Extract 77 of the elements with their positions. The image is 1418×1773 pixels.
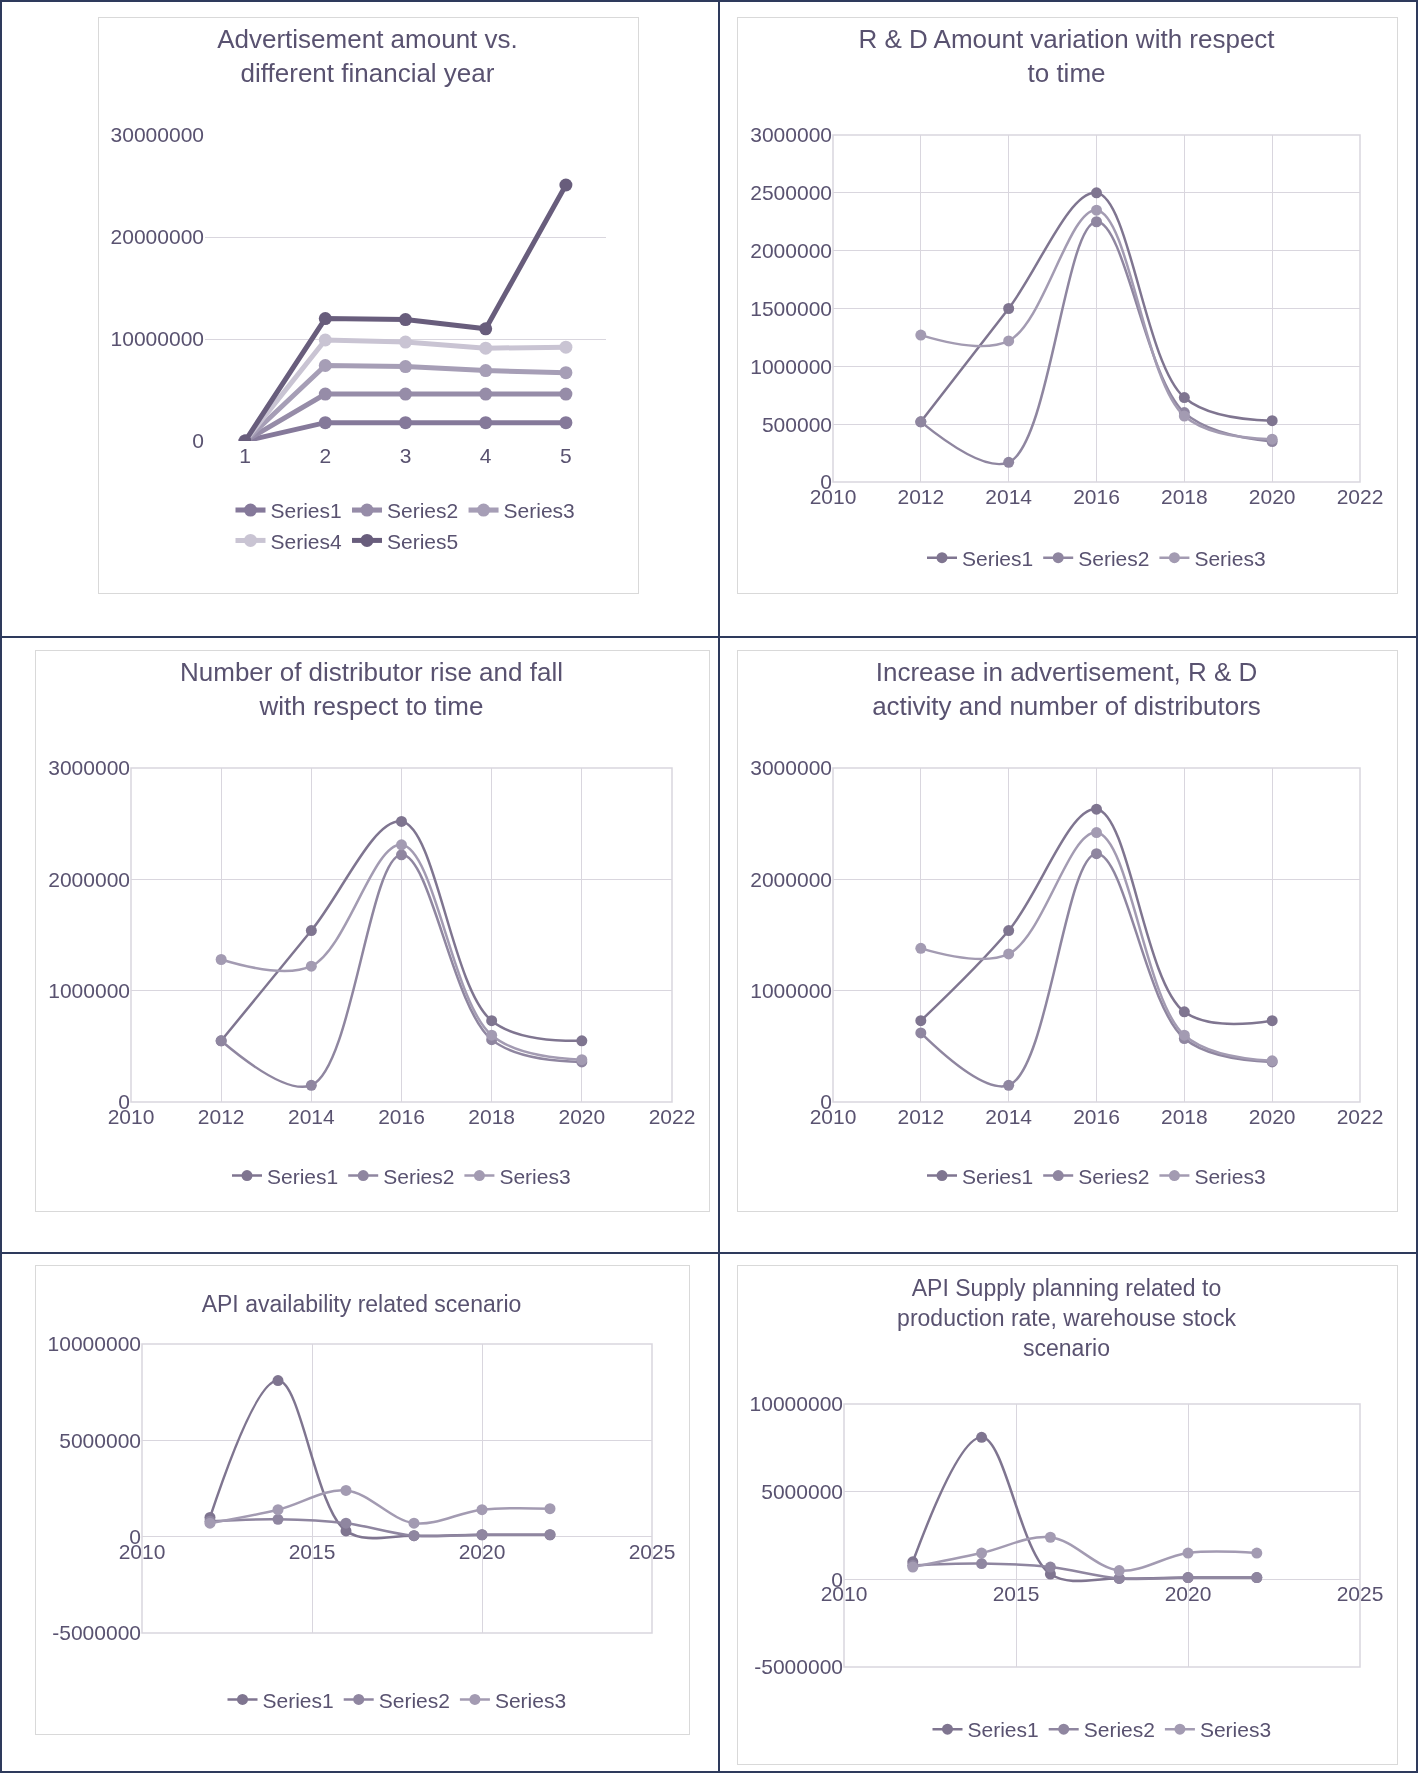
x-tick-label: 2015 xyxy=(288,1539,336,1563)
x-tick-label: 2018 xyxy=(1160,1105,1208,1128)
x-tick-label: 2022 xyxy=(1336,1105,1384,1128)
chart-title: API Supply planning related to production rate, warehouse stock scenario xyxy=(897,1275,1237,1361)
x-tick-label: 2016 xyxy=(1073,485,1120,508)
x-tick-label: 2020 xyxy=(1248,485,1296,508)
x-tick-label: 2 xyxy=(319,444,332,467)
legend-label: Series2 xyxy=(1078,546,1150,570)
legend-label: Series1 xyxy=(270,499,342,523)
x-tick-label: 2018 xyxy=(468,1105,516,1128)
x-tick-label: 2012 xyxy=(197,1105,245,1128)
x-tick-label: 2022 xyxy=(1336,485,1384,508)
x-tick-label: 2014 xyxy=(287,1105,336,1128)
y-tick-label: 5000000 xyxy=(59,1428,141,1452)
chart-title: API availability related scenario xyxy=(201,1291,522,1318)
legend-label: Series1 xyxy=(967,1718,1039,1742)
y-tick-label: 1500000 xyxy=(750,296,832,320)
legend-label: Series4 xyxy=(270,529,343,553)
y-tick-label: 2000000 xyxy=(750,239,832,263)
y-tick-label: 3000000 xyxy=(750,123,832,147)
legend-label: Series1 xyxy=(962,1164,1034,1188)
legend-label: Series1 xyxy=(262,1688,334,1712)
x-tick-label: 2018 xyxy=(1160,485,1208,508)
y-tick-label: 2000000 xyxy=(750,867,832,891)
x-tick-label: 2020 xyxy=(558,1105,606,1128)
chart-title: Advertisement amount vs. different financial year xyxy=(217,24,518,88)
y-tick-label: 5000000 xyxy=(761,1480,843,1504)
chart-title: Increase in advertisement, R & D activity and number of distributors xyxy=(872,657,1261,721)
y-tick-label: -5000000 xyxy=(754,1655,843,1679)
x-tick-label: 2012 xyxy=(897,485,945,508)
y-tick-label: 2000000 xyxy=(48,867,130,891)
x-tick-label: 2025 xyxy=(628,1539,676,1563)
legend-label: Series2 xyxy=(1083,1718,1155,1742)
y-tick-label: 1000000 xyxy=(750,354,832,378)
legend-label: Series3 xyxy=(1199,1718,1272,1742)
legend-label: Series3 xyxy=(503,499,575,523)
x-tick-label: 2025 xyxy=(1336,1582,1384,1606)
legend-label: Series1 xyxy=(267,1164,339,1188)
legend-label: Series2 xyxy=(1078,1164,1150,1188)
y-tick-label: 500000 xyxy=(761,412,832,436)
chart-title: Number of distributor rise and fall with respect to time xyxy=(180,657,563,721)
x-tick-label: 2014 xyxy=(985,1105,1033,1128)
legend-label: Series2 xyxy=(387,499,459,523)
y-tick-label: -5000000 xyxy=(52,1621,141,1645)
y-tick-label: 10000000 xyxy=(110,327,204,351)
x-tick-label: 4 xyxy=(479,444,492,467)
x-tick-label: 5 xyxy=(560,444,572,467)
x-tick-label: 2016 xyxy=(378,1105,425,1128)
legend-label: Series3 xyxy=(1194,546,1266,570)
y-tick-label: 3000000 xyxy=(750,756,832,780)
x-tick-label: 2016 xyxy=(1073,1105,1120,1128)
x-tick-label: 3 xyxy=(399,444,412,467)
y-tick-label: 20000000 xyxy=(110,225,204,249)
y-tick-label: 10000000 xyxy=(47,1332,141,1356)
x-tick-label: 2020 xyxy=(1248,1105,1296,1128)
x-tick-label: 2020 xyxy=(1164,1582,1212,1606)
x-tick-label: 2022 xyxy=(648,1105,696,1128)
y-tick-label: 30000000 xyxy=(110,123,204,147)
y-tick-label: 2500000 xyxy=(750,181,832,205)
legend-label: Series5 xyxy=(387,529,459,553)
legend-label: Series2 xyxy=(378,1688,450,1712)
x-tick-label: 2012 xyxy=(897,1105,945,1128)
x-tick-label: 1 xyxy=(239,444,251,467)
y-tick-label: 1000000 xyxy=(48,979,130,1003)
legend-label: Series3 xyxy=(499,1164,571,1188)
chart-title: R & D Amount variation with respect to time xyxy=(858,24,1276,88)
y-tick-label: 0 xyxy=(192,429,204,453)
x-tick-label: 2015 xyxy=(992,1582,1040,1606)
legend-label: Series2 xyxy=(383,1164,455,1188)
legend-label: Series3 xyxy=(1194,1164,1266,1188)
y-tick-label: 10000000 xyxy=(749,1392,843,1416)
y-tick-label: 3000000 xyxy=(48,756,130,780)
y-tick-label: 1000000 xyxy=(750,979,832,1003)
legend-label: Series3 xyxy=(494,1688,567,1712)
x-tick-label: 2020 xyxy=(458,1539,506,1563)
x-tick-label: 2014 xyxy=(985,485,1033,508)
legend-label: Series1 xyxy=(962,546,1034,570)
